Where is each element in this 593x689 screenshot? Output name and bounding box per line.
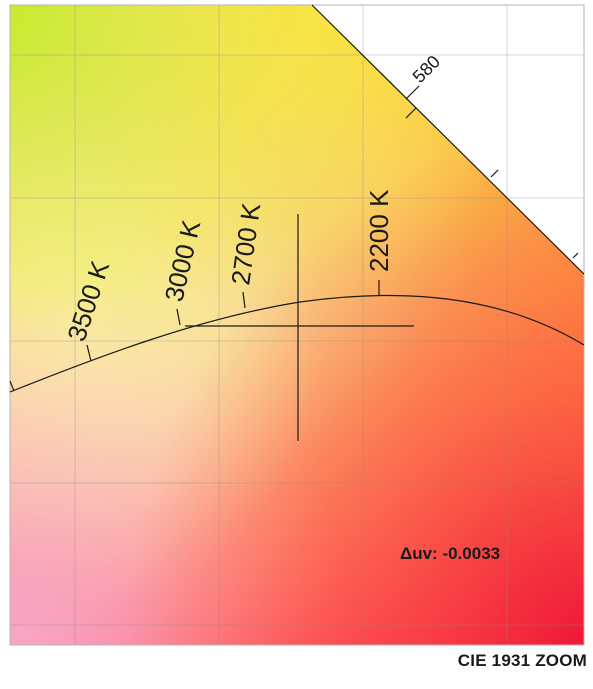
locus-label-leader: [405, 85, 420, 100]
isotherm-ticks: [9, 280, 380, 392]
crosshair-marker: [185, 214, 414, 441]
locus-tick: [572, 252, 579, 259]
plot-frame: [9, 4, 585, 646]
duv-readout: Δuv: -0.0033: [400, 544, 500, 563]
grid: [10, 5, 584, 645]
locus-tick: [490, 169, 499, 178]
gamut-region: [10, 5, 584, 645]
diagram-title: CIE 1931 ZOOM: [457, 651, 587, 670]
locus-tick-580: [405, 107, 417, 119]
chromaticity-diagram: 580 3500 K 3000 K 2700 K 2200 K Δuv: -0.…: [9, 4, 585, 646]
wavelength-label-580: 580: [409, 51, 444, 86]
spectral-locus: [311, 4, 585, 275]
planckian-locus: [9, 294, 585, 393]
isotherm-label-2200k: 2200 K: [364, 189, 394, 272]
